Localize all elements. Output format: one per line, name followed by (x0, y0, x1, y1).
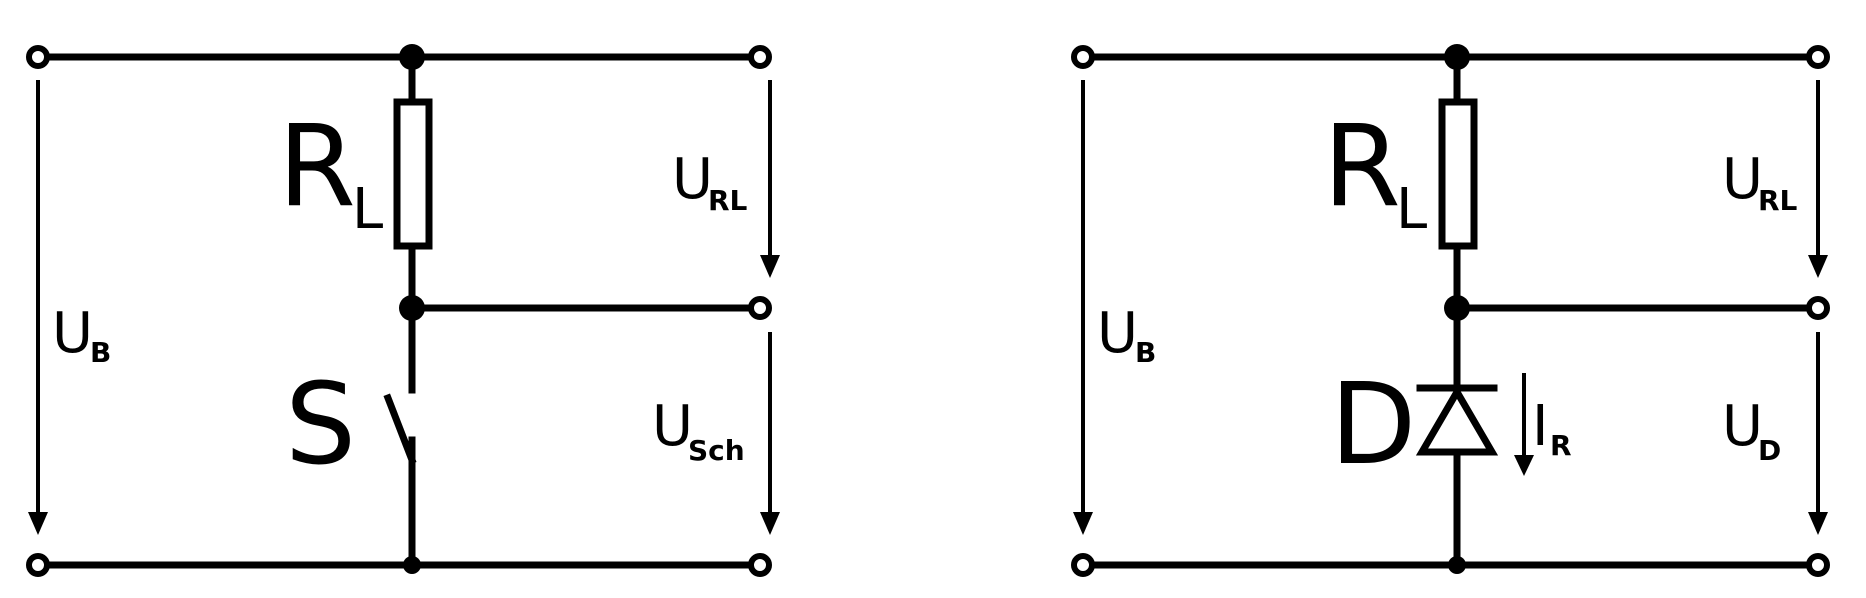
terminal-bottom-left (1071, 553, 1095, 577)
supply-voltage-label: U (52, 301, 93, 366)
bottom-junction-node (1448, 556, 1466, 574)
terminal-top-right (748, 45, 772, 69)
terminal-middle-right (1806, 296, 1830, 320)
terminal-top-right (1806, 45, 1830, 69)
diode-circuit: R L D I R U B U RL U D (1071, 44, 1830, 577)
terminal-bottom-right (1806, 553, 1830, 577)
switch-voltage-arrowhead (760, 512, 780, 535)
resistor-voltage-label: U (1722, 147, 1763, 212)
resistor-voltage-label: U (672, 147, 713, 212)
diode-letter: D (1330, 360, 1416, 490)
diode-voltage-subscript: D (1758, 434, 1781, 467)
switch-blade-symbol (383, 393, 417, 465)
diode-symbol (1415, 384, 1499, 456)
resistor-letter: R (278, 102, 356, 232)
diode-voltage-arrowhead (1808, 512, 1828, 535)
switch-letter: S (285, 360, 356, 490)
terminal-top-left (26, 45, 50, 69)
terminal-bottom-right (748, 553, 772, 577)
supply-voltage-arrowhead (1073, 512, 1093, 535)
resistor-voltage-arrowhead (1808, 255, 1828, 278)
terminal-bottom-left (26, 553, 50, 577)
resistor-voltage-arrowhead (760, 255, 780, 278)
terminal-middle-right (748, 296, 772, 320)
reverse-current-label: I (1532, 394, 1549, 459)
middle-junction-node (1444, 295, 1470, 321)
switch-voltage-label: U (652, 394, 693, 459)
resistor-voltage-subscript: RL (708, 184, 748, 217)
top-junction-node (1444, 44, 1470, 70)
top-junction-node (399, 44, 425, 70)
middle-junction-node (399, 295, 425, 321)
supply-voltage-subscript: B (1135, 336, 1156, 369)
supply-voltage-label: U (1097, 301, 1138, 366)
diode-voltage-label: U (1722, 394, 1763, 459)
resistor-symbol (1438, 98, 1478, 250)
bottom-junction-node (403, 556, 421, 574)
reverse-current-arrowhead (1514, 455, 1534, 476)
switch-voltage-subscript: Sch (688, 434, 745, 467)
terminal-top-left (1071, 45, 1095, 69)
resistor-subscript: L (352, 177, 383, 242)
resistor-subscript: L (1396, 177, 1427, 242)
reverse-current-subscript: R (1550, 429, 1572, 462)
resistor-voltage-subscript: RL (1758, 184, 1798, 217)
resistor-letter: R (1323, 102, 1401, 232)
switch-circuit: R L S U B U RL U Sch (26, 44, 780, 577)
supply-voltage-arrowhead (28, 512, 48, 535)
resistor-symbol (393, 98, 433, 250)
supply-voltage-subscript: B (90, 336, 111, 369)
